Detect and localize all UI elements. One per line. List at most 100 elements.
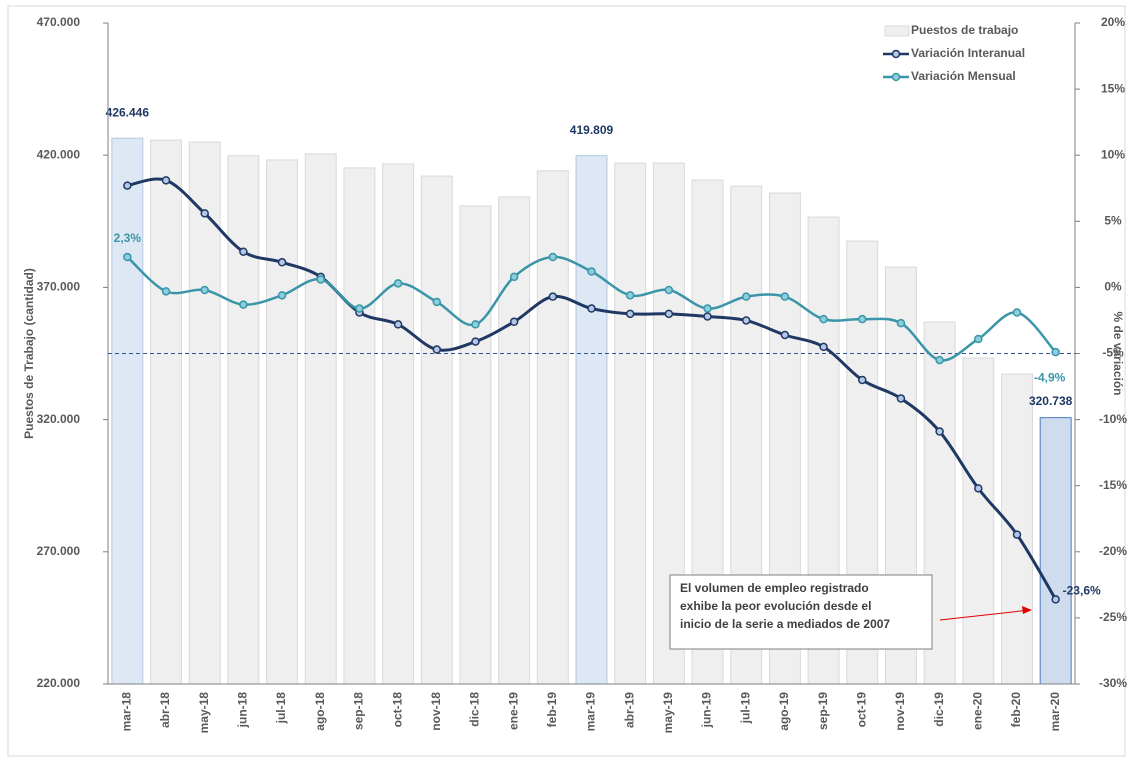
line-value-label: 2,3% <box>114 231 142 245</box>
x-tick-label: may-19 <box>661 692 675 734</box>
line-marker <box>1012 308 1022 317</box>
bar <box>382 163 415 685</box>
line-marker <box>625 291 635 300</box>
line-marker <box>819 342 828 352</box>
y-axis-title: Puestos de Trabajo (cantidad) <box>22 268 36 439</box>
y2-tick-label: -15% <box>1099 478 1127 492</box>
line-marker <box>974 334 983 344</box>
line-marker <box>471 337 480 346</box>
x-tick-label: jul-18 <box>274 692 288 725</box>
line-marker <box>123 181 132 190</box>
line-value-label: -4,9% <box>1034 370 1066 384</box>
y2-tick-label: 5% <box>1104 213 1122 227</box>
annotation-arrowhead <box>1022 606 1032 614</box>
annotation-box <box>669 574 933 650</box>
x-tick-label: abr-19 <box>622 692 636 728</box>
y-tick-label: 320.000 <box>37 412 81 426</box>
line-marker <box>123 252 132 262</box>
x-tick-label: feb-19 <box>545 692 559 728</box>
line-marker <box>741 316 751 325</box>
annotation-text: inicio de la serie a mediados de 2007 <box>680 617 890 631</box>
line-marker <box>355 304 364 313</box>
line-marker <box>703 304 712 313</box>
bar <box>498 196 531 685</box>
bar <box>266 159 299 685</box>
x-tick-label: abr-18 <box>158 692 172 728</box>
x-tick-label: oct-19 <box>854 692 868 728</box>
line-marker <box>703 312 712 321</box>
y2-tick-label: -10% <box>1099 412 1127 426</box>
line-marker <box>277 258 287 267</box>
legend-marker <box>891 72 901 82</box>
x-tick-label: mar-18 <box>120 692 134 732</box>
line-marker <box>548 292 558 301</box>
y-tick-label: 220.000 <box>37 676 81 690</box>
annotation-text: El volumen de empleo registrado <box>680 581 869 595</box>
line-marker <box>819 314 828 324</box>
line-marker <box>896 394 906 403</box>
line-marker <box>858 314 867 324</box>
line-marker <box>1051 347 1060 357</box>
line-marker <box>509 272 519 282</box>
x-tick-label: nov-18 <box>429 692 443 731</box>
bar <box>188 141 221 685</box>
line-marker <box>161 287 171 296</box>
x-tick-label: jun-18 <box>236 692 250 729</box>
line-marker <box>741 292 751 301</box>
x-tick-label: jun-19 <box>700 692 714 729</box>
line-marker <box>587 304 596 313</box>
line-marker <box>239 247 248 256</box>
line-marker <box>974 484 983 493</box>
line-marker <box>432 297 442 307</box>
y2-tick-label: 20% <box>1101 15 1125 29</box>
line-marker <box>548 252 558 262</box>
y-tick-label: 270.000 <box>37 544 81 558</box>
x-tick-label: nov-19 <box>893 692 907 731</box>
x-tick-label: oct-18 <box>390 692 404 728</box>
line-marker <box>935 427 944 436</box>
line-marker <box>780 330 790 340</box>
x-tick-label: sep-19 <box>816 692 830 730</box>
bar <box>575 155 608 685</box>
line-marker <box>200 209 209 218</box>
bar <box>343 167 376 685</box>
x-tick-label: ene-20 <box>970 692 984 730</box>
y-tick-label: 370.000 <box>37 280 81 294</box>
bar-value-label: 320.738 <box>1029 394 1073 408</box>
x-tick-label: sep-18 <box>352 692 366 730</box>
line-marker <box>1051 595 1060 604</box>
line-marker <box>664 309 674 319</box>
bar-value-label: 426.446 <box>106 105 150 119</box>
legend-label: Variación Interanual <box>911 46 1025 60</box>
x-tick-label: may-18 <box>197 692 211 734</box>
bar <box>614 162 647 685</box>
y2-tick-label: -25% <box>1099 610 1127 624</box>
bar <box>536 170 569 685</box>
line-marker <box>161 176 171 185</box>
line-marker <box>277 291 287 300</box>
line-marker <box>664 285 674 295</box>
line-marker <box>393 320 403 329</box>
line-value-label: -23,6% <box>1063 584 1101 598</box>
bar <box>111 137 144 685</box>
y2-axis-title: % de variación <box>1111 311 1125 395</box>
x-tick-label: ago-19 <box>777 692 791 731</box>
bar-value-label: 419.809 <box>570 123 614 137</box>
x-tick-label: dic-19 <box>932 692 946 727</box>
y-tick-label: 470.000 <box>37 15 81 29</box>
line-marker <box>239 300 248 309</box>
y2-tick-label: 10% <box>1101 147 1125 161</box>
legend-label: Puestos de trabajo <box>911 23 1018 37</box>
line-marker <box>200 285 209 295</box>
line-marker <box>316 275 325 284</box>
line-marker <box>432 345 442 354</box>
line-marker <box>509 317 519 327</box>
line-marker <box>780 292 790 301</box>
x-tick-label: mar-19 <box>584 692 598 732</box>
bar <box>459 205 492 685</box>
y2-tick-label: 0% <box>1104 280 1122 294</box>
bar <box>420 175 453 685</box>
y-tick-label: 420.000 <box>37 147 81 161</box>
